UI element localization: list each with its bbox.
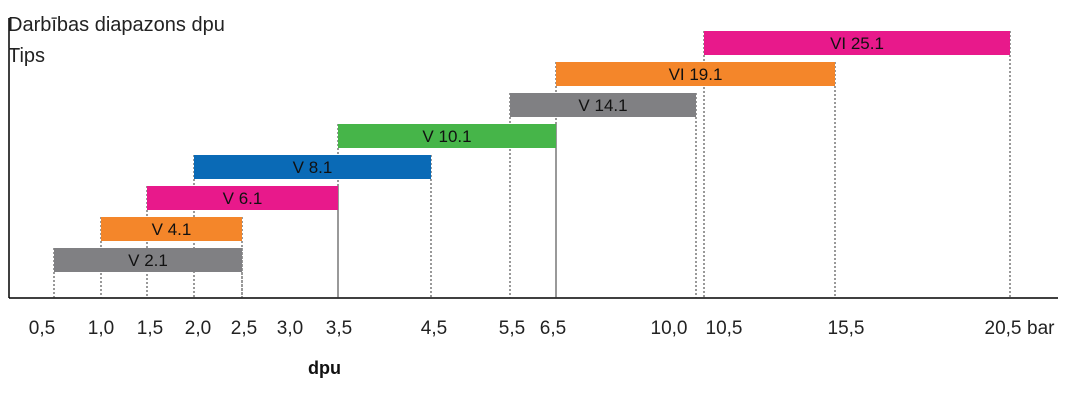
x-tick-label: 1,0 <box>88 318 114 339</box>
x-tick-label: 3,0 <box>277 318 303 339</box>
x-tick-label: 2,0 <box>185 318 211 339</box>
bar-label: V 14.1 <box>578 96 627 115</box>
range-bar <box>194 155 431 179</box>
chart-title-line-1: Darbības diapazons dpu <box>8 14 225 36</box>
x-tick-label: 3,5 <box>326 318 352 339</box>
range-bar <box>101 217 242 241</box>
range-bar <box>147 186 338 210</box>
x-tick-label: 5,5 <box>499 318 525 339</box>
bars-group: V 2.1 V 4.1 V 6.1 V 8.1 V 10.1 V 14.1 VI 19.1 V… <box>54 31 1010 272</box>
x-tick-label: 2,5 <box>231 318 257 339</box>
bar-label: V 4.1 <box>152 220 192 239</box>
x-tick-label: 10,5 <box>706 318 743 339</box>
x-tick-label: 6,5 <box>540 318 566 339</box>
x-tick-label: 1,5 <box>137 318 163 339</box>
x-tick-labels: 0,5 1,0 1,5 2,0 2,5 3,0 3,5 4,5 5,5 6,5 10,0 10,5 15… <box>29 318 1022 339</box>
x-tick-label: 20,5 <box>985 318 1022 339</box>
x-tick-label: 10,0 <box>651 318 688 339</box>
unit-label: bar <box>1027 318 1055 339</box>
range-bar <box>338 124 556 148</box>
bar-label: VI 25.1 <box>830 34 884 53</box>
range-bar <box>556 62 835 86</box>
bar-label: V 8.1 <box>293 158 333 177</box>
range-bar <box>704 31 1010 55</box>
x-axis-label: dpu <box>308 358 341 378</box>
bar-label: V 2.1 <box>128 251 168 270</box>
x-tick-label: 0,5 <box>29 318 55 339</box>
bar-label: VI 19.1 <box>669 65 723 84</box>
chart-title-line-2: Tips <box>8 45 46 67</box>
range-bar <box>54 248 242 272</box>
range-bar <box>510 93 696 117</box>
x-tick-label: 15,5 <box>828 318 865 339</box>
bar-label: V 10.1 <box>422 127 471 146</box>
x-tick-label: 4,5 <box>421 318 447 339</box>
bar-label: V 6.1 <box>223 189 263 208</box>
